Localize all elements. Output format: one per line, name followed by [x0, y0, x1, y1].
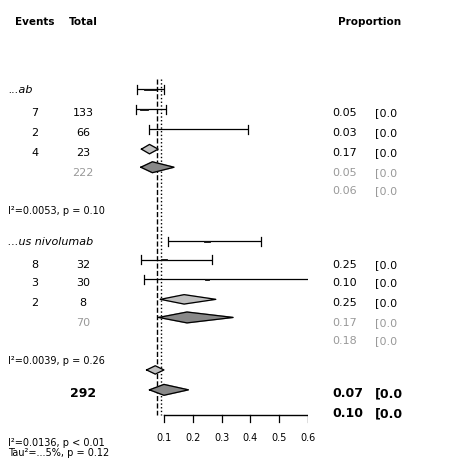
Polygon shape: [161, 295, 216, 304]
Text: I²=0.0039, p = 0.26: I²=0.0039, p = 0.26: [8, 356, 105, 366]
Text: Tau²=...5%, p = 0.12: Tau²=...5%, p = 0.12: [8, 448, 109, 458]
Text: Events: Events: [15, 17, 55, 27]
Polygon shape: [149, 384, 189, 395]
Text: 0.05: 0.05: [332, 108, 356, 118]
Text: [0.0: [0.0: [375, 128, 397, 138]
Text: 0.17: 0.17: [332, 318, 357, 328]
Text: 32: 32: [76, 260, 90, 270]
Polygon shape: [141, 145, 158, 154]
Text: [0.0: [0.0: [375, 298, 397, 308]
Text: 23: 23: [76, 148, 90, 158]
Text: 3: 3: [31, 278, 38, 288]
Text: 0.10: 0.10: [332, 278, 356, 288]
Text: [0.0: [0.0: [375, 318, 397, 328]
Text: ...us nivolumab: ...us nivolumab: [8, 237, 93, 246]
Text: I²=0.0053, p = 0.10: I²=0.0053, p = 0.10: [8, 206, 105, 216]
Text: 0.03: 0.03: [332, 128, 356, 138]
Text: 0.1: 0.1: [156, 433, 172, 443]
Text: 0.05: 0.05: [332, 168, 356, 178]
Text: 0.6: 0.6: [301, 433, 316, 443]
Text: 2: 2: [31, 128, 38, 138]
Polygon shape: [141, 162, 174, 173]
Text: 66: 66: [76, 128, 90, 138]
Polygon shape: [159, 312, 233, 323]
Text: 0.18: 0.18: [332, 336, 357, 346]
Text: [0.0: [0.0: [375, 260, 397, 270]
Text: [0.0: [0.0: [375, 148, 397, 158]
Text: 7: 7: [31, 108, 38, 118]
Text: 0.5: 0.5: [272, 433, 287, 443]
Text: [0.0: [0.0: [375, 278, 397, 288]
Text: Proportion: Proportion: [338, 17, 401, 27]
Text: 0.10: 0.10: [332, 407, 363, 420]
Text: 133: 133: [73, 108, 93, 118]
Text: [0.0: [0.0: [375, 168, 397, 178]
Polygon shape: [146, 366, 164, 374]
Text: Total: Total: [69, 17, 98, 27]
Text: 8: 8: [80, 298, 87, 308]
Text: 0.4: 0.4: [243, 433, 258, 443]
Text: [0.0: [0.0: [375, 336, 397, 346]
Text: 2: 2: [31, 298, 38, 308]
Text: [0.0: [0.0: [375, 186, 397, 196]
Text: 4: 4: [31, 148, 38, 158]
Text: 0.2: 0.2: [185, 433, 201, 443]
Text: 0.07: 0.07: [332, 387, 363, 400]
Text: [0.0: [0.0: [375, 387, 403, 400]
Text: 70: 70: [76, 318, 90, 328]
Text: 222: 222: [73, 168, 94, 178]
Text: 292: 292: [70, 387, 96, 400]
Bar: [144, 89, 156, 90]
Text: ...ab: ...ab: [8, 84, 33, 95]
Text: 0.17: 0.17: [332, 148, 357, 158]
Text: 0.25: 0.25: [332, 260, 357, 270]
Text: 30: 30: [76, 278, 90, 288]
Text: 0.06: 0.06: [332, 186, 356, 196]
Text: I²=0.0136, p < 0.01: I²=0.0136, p < 0.01: [8, 438, 105, 448]
Text: [0.0: [0.0: [375, 407, 403, 420]
Text: [0.0: [0.0: [375, 108, 397, 118]
Text: 8: 8: [31, 260, 38, 270]
Text: 0.3: 0.3: [214, 433, 229, 443]
Text: 0.25: 0.25: [332, 298, 357, 308]
